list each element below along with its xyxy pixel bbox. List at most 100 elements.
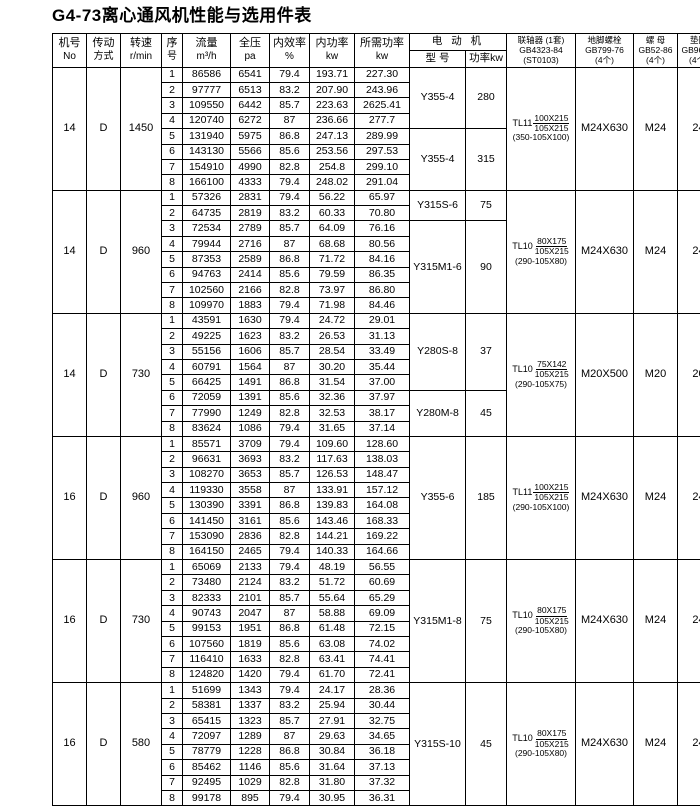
coupling-name: TL10	[512, 242, 534, 252]
cell-flow: 72059	[183, 390, 231, 405]
cell-required-power: 69.09	[355, 606, 410, 621]
cell-inner-power: 31.64	[310, 760, 355, 775]
header-motor-model: 型 号	[410, 50, 466, 67]
cell-nut: M24	[634, 190, 678, 313]
cell-flow: 120740	[183, 113, 231, 128]
cell-efficiency: 82.8	[270, 159, 310, 174]
cell-nut: M24	[634, 683, 678, 806]
cell-inner-power: 73.97	[310, 283, 355, 298]
cell-efficiency: 79.4	[270, 544, 310, 559]
cell-required-power: 34.65	[355, 729, 410, 744]
cell-motor-model: Y280M-8	[410, 390, 466, 436]
cell-motor-power: 45	[466, 390, 507, 436]
cell-total-pressure: 3391	[231, 498, 270, 513]
cell-flow: 108270	[183, 467, 231, 482]
cell-inner-power: 223.63	[310, 98, 355, 113]
cell-index: 3	[162, 221, 183, 236]
cell-required-power: 37.13	[355, 760, 410, 775]
cell-efficiency: 87	[270, 236, 310, 251]
cell-required-power: 37.97	[355, 390, 410, 405]
cell-efficiency: 79.4	[270, 67, 310, 82]
cell-index: 3	[162, 344, 183, 359]
cell-inner-power: 31.80	[310, 775, 355, 790]
cell-washer: 20	[678, 313, 700, 436]
cell-model-no: 14	[53, 67, 87, 190]
cell-total-pressure: 1249	[231, 406, 270, 421]
cell-required-power: 169.22	[355, 529, 410, 544]
cell-index: 4	[162, 359, 183, 374]
cell-total-pressure: 4333	[231, 175, 270, 190]
cell-efficiency: 82.8	[270, 775, 310, 790]
cell-washer: 24	[678, 67, 700, 190]
cell-flow: 65415	[183, 713, 231, 728]
cell-flow: 66425	[183, 375, 231, 390]
table-header: 机号 No 传动 方式 转速 r/min 序 号 流量 m³/h	[53, 33, 700, 67]
cell-inner-power: 63.08	[310, 637, 355, 652]
cell-index: 7	[162, 283, 183, 298]
cell-flow: 78779	[183, 744, 231, 759]
cell-efficiency: 79.4	[270, 790, 310, 805]
cell-flow: 97777	[183, 82, 231, 97]
cell-flow: 92495	[183, 775, 231, 790]
cell-total-pressure: 2831	[231, 190, 270, 205]
cell-total-pressure: 2133	[231, 560, 270, 575]
cell-efficiency: 82.8	[270, 529, 310, 544]
cell-required-power: 74.02	[355, 637, 410, 652]
cell-efficiency: 85.6	[270, 267, 310, 282]
cell-total-pressure: 5566	[231, 144, 270, 159]
header-motor-group: 电 动 机	[410, 33, 507, 50]
cell-required-power: 76.16	[355, 221, 410, 236]
cell-required-power: 84.16	[355, 252, 410, 267]
cell-flow: 86586	[183, 67, 231, 82]
coupling-name: TL11	[513, 119, 534, 129]
cell-drive-type: D	[87, 67, 121, 190]
cell-inner-power: 26.53	[310, 329, 355, 344]
cell-required-power: 128.60	[355, 436, 410, 451]
header-inner-power: 内功率 kw	[310, 33, 355, 67]
cell-required-power: 32.75	[355, 713, 410, 728]
cell-index: 4	[162, 606, 183, 621]
cell-inner-power: 109.60	[310, 436, 355, 451]
cell-efficiency: 85.7	[270, 98, 310, 113]
cell-flow: 73480	[183, 575, 231, 590]
cell-total-pressure: 3693	[231, 452, 270, 467]
cell-motor-power: 45	[466, 683, 507, 806]
cell-required-power: 74.41	[355, 652, 410, 667]
cell-efficiency: 83.2	[270, 698, 310, 713]
cell-required-power: 72.15	[355, 621, 410, 636]
cell-inner-power: 71.72	[310, 252, 355, 267]
cell-efficiency: 85.6	[270, 144, 310, 159]
cell-total-pressure: 1883	[231, 298, 270, 313]
cell-index: 2	[162, 452, 183, 467]
cell-flow: 60791	[183, 359, 231, 374]
cell-required-power: 157.12	[355, 483, 410, 498]
cell-motor-power: 280	[466, 67, 507, 129]
cell-inner-power: 79.59	[310, 267, 355, 282]
cell-required-power: 56.55	[355, 560, 410, 575]
cell-total-pressure: 1146	[231, 760, 270, 775]
cell-index: 7	[162, 529, 183, 544]
cell-nut: M24	[634, 67, 678, 190]
cell-total-pressure: 2465	[231, 544, 270, 559]
cell-index: 7	[162, 159, 183, 174]
cell-index: 3	[162, 467, 183, 482]
cell-flow: 85571	[183, 436, 231, 451]
cell-required-power: 36.18	[355, 744, 410, 759]
cell-total-pressure: 3161	[231, 513, 270, 528]
cell-total-pressure: 2716	[231, 236, 270, 251]
cell-index: 2	[162, 329, 183, 344]
cell-total-pressure: 1606	[231, 344, 270, 359]
cell-efficiency: 87	[270, 483, 310, 498]
cell-required-power: 72.41	[355, 667, 410, 682]
cell-efficiency: 86.8	[270, 744, 310, 759]
cell-index: 7	[162, 406, 183, 421]
cell-required-power: 36.31	[355, 790, 410, 805]
cell-index: 5	[162, 744, 183, 759]
cell-flow: 131940	[183, 129, 231, 144]
coupling-detail: (290-105X80)	[512, 257, 570, 266]
cell-total-pressure: 895	[231, 790, 270, 805]
